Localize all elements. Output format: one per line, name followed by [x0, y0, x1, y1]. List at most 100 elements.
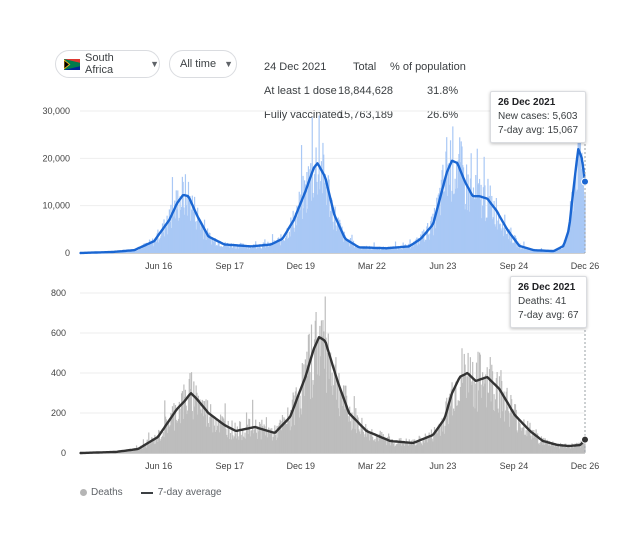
cases-data-point: [312, 167, 315, 169]
cases-data-point: [182, 193, 184, 196]
cases-data-point: [153, 240, 155, 242]
deaths-data-point: [79, 452, 81, 454]
deaths-x-tick-label: Dec 19: [287, 461, 316, 471]
cases-data-point: [471, 195, 474, 197]
cases-data-point: [495, 209, 498, 212]
cases-data-point: [187, 195, 190, 197]
cases-data-point: [486, 197, 489, 200]
stats-col-total: Total: [353, 61, 377, 73]
deaths-data-point: [412, 442, 414, 444]
cases-data-point: [552, 250, 555, 252]
stats-col-pct: % of population: [390, 61, 466, 73]
deaths-data-point: [196, 398, 198, 400]
cases-data-point: [133, 249, 136, 251]
deaths-data-point: [348, 412, 350, 414]
cases-average-line: [79, 148, 587, 255]
chevron-down-icon: ▼: [224, 59, 233, 69]
cases-data-point: [316, 162, 319, 164]
cases-x-tick-label: Dec 26: [571, 261, 600, 271]
deaths-data-point: [114, 451, 116, 453]
cases-data-point: [577, 148, 579, 150]
deaths-data-point: [513, 414, 516, 416]
cases-data-point: [196, 214, 198, 216]
deaths-tooltip-date: 26 Dec 2021: [518, 282, 576, 293]
time-range-select[interactable]: All time ▼: [169, 50, 237, 78]
deaths-data-point: [137, 448, 139, 450]
cases-y-tick-label: 10,000: [42, 201, 70, 211]
cases-data-point: [385, 247, 388, 250]
cases-data-point: [419, 238, 422, 240]
deaths-data-point: [223, 424, 226, 426]
legend: Deaths 7-day average: [80, 487, 222, 498]
deaths-x-tick-label: Jun 23: [429, 461, 456, 471]
deaths-data-point: [189, 392, 192, 394]
deaths-y-tick-label: 600: [51, 328, 66, 338]
cases-x-tick-label: Dec 19: [287, 261, 316, 271]
cases-x-tick-label: Sep 24: [500, 261, 529, 271]
deaths-data-point: [365, 430, 368, 432]
deaths-data-point: [336, 380, 339, 382]
cases-data-point: [432, 223, 434, 226]
cases-x-tick-label: Jun 16: [145, 261, 172, 271]
cases-data-point: [168, 219, 171, 221]
deaths-data-point: [498, 388, 501, 390]
cases-x-tick-label: Jun 23: [429, 261, 456, 271]
cases-y-tick-label: 0: [65, 248, 70, 258]
cases-tooltip-date: 26 Dec 2021: [498, 97, 556, 108]
cases-data-point: [573, 181, 576, 183]
deaths-data-point: [556, 444, 559, 446]
cases-data-point: [304, 190, 307, 193]
deaths-data-point: [443, 418, 446, 420]
cases-y-tick-label: 30,000: [42, 106, 70, 116]
deaths-data-point: [579, 444, 582, 446]
deaths-data-point: [529, 430, 531, 432]
deaths-data-point: [324, 340, 327, 342]
country-select[interactable]: South Africa ▼: [55, 50, 160, 78]
cases-data-point: [333, 214, 336, 216]
deaths-y-tick-label: 400: [51, 368, 66, 378]
deaths-data-point: [289, 416, 291, 418]
deaths-data-point: [157, 436, 159, 438]
deaths-tooltip-avg: 7-day avg: 67: [518, 310, 579, 321]
cases-data-point: [207, 235, 210, 238]
deaths-data-point: [235, 430, 237, 432]
deaths-data-point: [274, 432, 276, 434]
cases-data-point: [358, 246, 360, 249]
cases-data-point: [324, 176, 327, 179]
legend-average: 7-day average: [157, 487, 222, 498]
deaths-data-point: [183, 400, 186, 402]
cases-data-point: [562, 245, 565, 247]
deaths-hover-marker: [581, 435, 589, 444]
deaths-y-tick-label: 0: [61, 448, 66, 458]
deaths-x-tick-label: Mar 22: [358, 461, 386, 471]
stats-row-total: 18,844,628: [338, 85, 394, 97]
deaths-legend-swatch: [80, 489, 87, 496]
deaths-data-point: [458, 376, 461, 378]
stats-row-pct: 31.8%: [427, 85, 459, 97]
stats-row-label: Fully vaccinated: [264, 109, 343, 121]
chevron-down-icon: ▼: [150, 59, 159, 69]
deaths-y-tick-label: 800: [51, 288, 66, 298]
cases-data-point: [250, 245, 252, 248]
cases-data-point: [176, 202, 178, 205]
cases-data-point: [478, 195, 481, 197]
cases-data-point: [223, 243, 226, 246]
cases-y-tick-label: 20,000: [42, 153, 70, 163]
deaths-data-point: [389, 440, 391, 442]
deaths-data-point: [486, 376, 489, 378]
cases-tooltip: 26 Dec 2021 New cases: 5,603 7-day avg: …: [490, 91, 587, 143]
deaths-data-point: [304, 376, 307, 378]
cases-tooltip-avg: 7-day avg: 15,067: [498, 125, 579, 136]
stats-row-label: At least 1 dose: [264, 85, 337, 97]
deaths-y-tick-label: 200: [51, 408, 66, 418]
deaths-data-point: [176, 408, 178, 410]
cases-data-point: [408, 245, 411, 248]
cases-data-point: [568, 228, 570, 231]
deaths-x-tick-label: Dec 26: [571, 461, 600, 471]
cases-data-point: [518, 245, 521, 247]
country-label: South Africa: [85, 52, 114, 76]
cases-data-point: [293, 219, 295, 221]
time-range-label: All time: [180, 58, 217, 70]
cases-x-tick-label: Sep 17: [215, 261, 244, 271]
